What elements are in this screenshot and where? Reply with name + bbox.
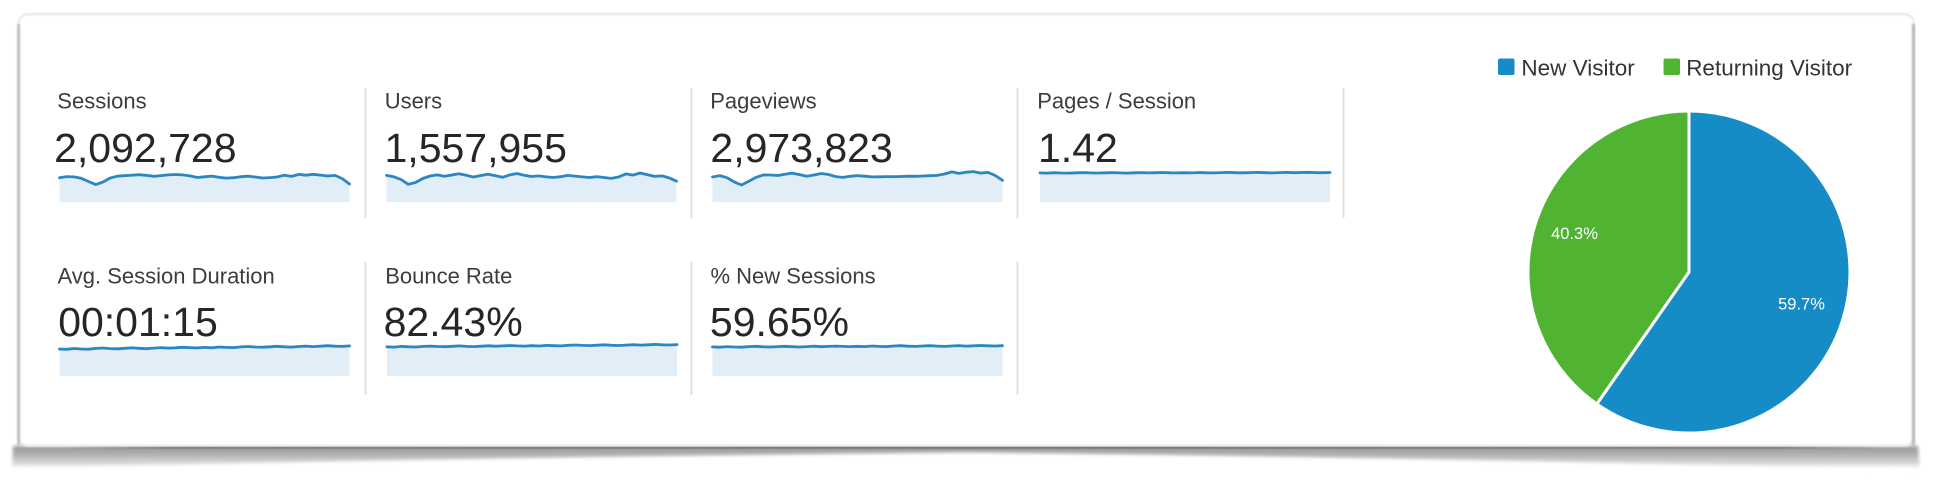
- svg-text:2,092,728: 2,092,728: [54, 125, 236, 171]
- svg-text:2,973,823: 2,973,823: [710, 125, 892, 171]
- svg-text:Bounce Rate: Bounce Rate: [385, 263, 512, 288]
- svg-text:00:01:15: 00:01:15: [58, 299, 218, 345]
- svg-text:59.65%: 59.65%: [710, 299, 849, 345]
- svg-text:1,557,955: 1,557,955: [385, 125, 567, 171]
- svg-text:Sessions: Sessions: [57, 89, 146, 114]
- svg-text:1.42: 1.42: [1038, 125, 1118, 171]
- svg-text:40.3%: 40.3%: [1551, 225, 1598, 243]
- svg-text:Users: Users: [385, 89, 442, 114]
- svg-text:Pages / Session: Pages / Session: [1037, 89, 1196, 114]
- svg-text:59.7%: 59.7%: [1778, 295, 1825, 313]
- svg-text:Avg. Session Duration: Avg. Session Duration: [58, 263, 275, 288]
- svg-text:82.43%: 82.43%: [384, 299, 523, 345]
- svg-text:% New Sessions: % New Sessions: [711, 263, 876, 288]
- svg-text:Returning Visitor: Returning Visitor: [1686, 56, 1852, 81]
- svg-text:New Visitor: New Visitor: [1521, 56, 1635, 81]
- svg-text:Pageviews: Pageviews: [710, 89, 816, 114]
